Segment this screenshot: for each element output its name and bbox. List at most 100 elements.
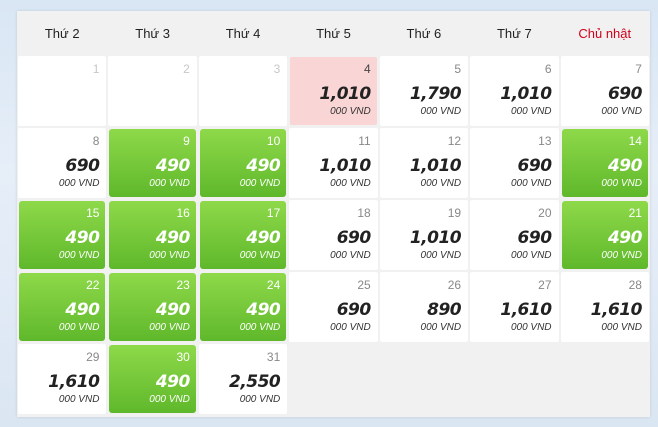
fare-price: 490 (246, 156, 281, 176)
fare-unit: 000 VND (420, 250, 462, 261)
fare-price: 490 (65, 228, 100, 248)
fare-price: 1,010 (409, 156, 462, 176)
fare-unit: 000 VND (149, 394, 190, 405)
fare-unit: 000 VND (601, 106, 642, 117)
calendar-day-cell[interactable]: 27 1,610 000 VND (469, 271, 559, 343)
day-number: 24 (266, 278, 281, 292)
calendar-week-row: 15 490 000 VND 16 490 000 VND 17 490 000 VND 18 69… (17, 199, 650, 271)
calendar-week-row: 22 490 000 VND 23 490 000 VND 24 490 000 VND 25 69… (17, 271, 650, 343)
calendar-day-cell[interactable]: 13 690 000 VND (469, 127, 559, 199)
day-cell-background (560, 272, 649, 342)
calendar-day-cell[interactable]: 20 690 000 VND (469, 199, 559, 271)
fare-unit: 000 VND (420, 106, 462, 117)
fare-price: 490 (65, 300, 100, 320)
day-cell-background (199, 201, 287, 269)
fare-unit: 000 VND (510, 106, 552, 117)
day-cell-background (18, 128, 107, 198)
calendar-empty-cell (469, 343, 559, 415)
calendar-day-cell[interactable]: 7 690 000 VND (560, 55, 650, 127)
calendar-empty-cell (288, 343, 378, 415)
day-number: 22 (86, 278, 100, 292)
fare-price: 1,790 (409, 84, 462, 104)
day-cell-background (379, 56, 469, 126)
calendar-day-cell[interactable]: 14 490 000 VND (560, 127, 650, 199)
weekday-saturday: Thứ 7 (496, 25, 532, 41)
fare-price: 1,010 (500, 84, 552, 104)
fare-unit: 000 VND (149, 250, 190, 261)
day-number: 9 (183, 134, 190, 148)
calendar-day-cell[interactable]: 23 490 000 VND (107, 271, 197, 343)
calendar-day-cell[interactable]: 16 490 000 VND (107, 199, 197, 271)
fare-price: 1,610 (500, 300, 552, 320)
calendar-day-cell[interactable]: 25 690 000 VND (288, 271, 378, 343)
calendar-day-cell[interactable]: 19 1,010 000 VND (379, 199, 469, 271)
day-number: 11 (358, 134, 371, 148)
calendar-day-cell[interactable]: 18 690 000 VND (288, 199, 378, 271)
calendar-day-cell[interactable]: 21 490 000 VND (560, 199, 650, 271)
day-number: 30 (176, 350, 190, 364)
day-cell-background (379, 128, 469, 198)
calendar-day-cell[interactable]: 10 490 000 VND (198, 127, 288, 199)
fare-price: 490 (155, 372, 191, 392)
fare-unit: 000 VND (601, 322, 642, 333)
day-cell-background (199, 129, 287, 197)
day-number: 23 (176, 278, 190, 292)
day-number: 29 (86, 350, 100, 364)
fare-price: 1,010 (409, 228, 462, 248)
calendar-day-cell[interactable]: 9 490 000 VND (107, 127, 197, 199)
weekday-monday: Thứ 2 (44, 25, 80, 41)
fare-price: 490 (155, 156, 191, 176)
fare-unit: 000 VND (239, 322, 281, 333)
calendar-day-cell: 1 (17, 55, 107, 127)
day-number: 21 (628, 206, 642, 220)
fare-unit: 000 VND (330, 106, 371, 117)
fare-price: 490 (155, 228, 191, 248)
calendar-empty-cell (560, 343, 650, 415)
day-number: 20 (538, 206, 552, 220)
fare-unit: 000 VND (601, 250, 642, 261)
fare-price: 1,610 (590, 300, 643, 320)
calendar-day-cell[interactable]: 24 490 000 VND (198, 271, 288, 343)
calendar-day-cell[interactable]: 29 1,610 000 VND (17, 343, 107, 415)
calendar-day-cell[interactable]: 5 1,790 000 VND (379, 55, 469, 127)
calendar-week-row: 1 2 3 4 1,010 000 VND 5 1,790 000 VND 6 1,010 000 V… (17, 55, 650, 127)
fare-price: 490 (607, 156, 643, 176)
day-number: 18 (357, 206, 371, 220)
day-cell-background (470, 200, 559, 270)
weekday-friday: Thứ 6 (406, 25, 442, 41)
fare-price: 690 (517, 156, 553, 176)
calendar-day-cell[interactable]: 12 1,010 000 VND (379, 127, 469, 199)
calendar-day-cell: 3 (198, 55, 288, 127)
calendar-day-cell[interactable]: 22 490 000 VND (17, 271, 107, 343)
calendar-day-cell[interactable]: 31 2,550 000 VND (198, 343, 288, 415)
day-number: 19 (447, 206, 462, 220)
calendar-day-cell[interactable]: 15 490 000 VND (17, 199, 107, 271)
weekday-tuesday: Thứ 3 (135, 25, 170, 41)
day-number: 15 (86, 206, 100, 220)
calendar-day-cell[interactable]: 4 1,010 000 VND (288, 55, 378, 127)
day-number: 10 (266, 134, 281, 148)
day-cell-background (470, 272, 559, 342)
calendar-day-cell[interactable]: 8 690 000 VND (17, 127, 107, 199)
day-cell-background (289, 344, 377, 414)
day-number: 27 (538, 278, 552, 292)
calendar-day-cell[interactable]: 17 490 000 VND (198, 199, 288, 271)
fare-price: 690 (517, 228, 553, 248)
fare-unit: 000 VND (510, 250, 552, 261)
calendar-day-cell[interactable]: 6 1,010 000 VND (469, 55, 559, 127)
fare-unit: 000 VND (58, 322, 100, 333)
day-cell-background (470, 344, 558, 414)
fare-unit: 000 VND (149, 322, 190, 333)
day-cell-background (561, 344, 649, 414)
calendar-day-cell[interactable]: 30 490 000 VND (107, 343, 197, 415)
day-cell-background (19, 201, 106, 269)
day-number: 3 (273, 62, 281, 76)
calendar-day-cell[interactable]: 11 1,010 000 VND (288, 127, 378, 199)
day-cell-background (380, 344, 468, 414)
fare-unit: 000 VND (420, 322, 462, 333)
calendar-day-cell[interactable]: 26 890 000 VND (379, 271, 469, 343)
fare-price: 1,610 (48, 372, 100, 392)
day-cell-background (379, 200, 469, 270)
calendar-day-cell[interactable]: 28 1,610 000 VND (560, 271, 650, 343)
day-number: 1 (92, 62, 100, 76)
